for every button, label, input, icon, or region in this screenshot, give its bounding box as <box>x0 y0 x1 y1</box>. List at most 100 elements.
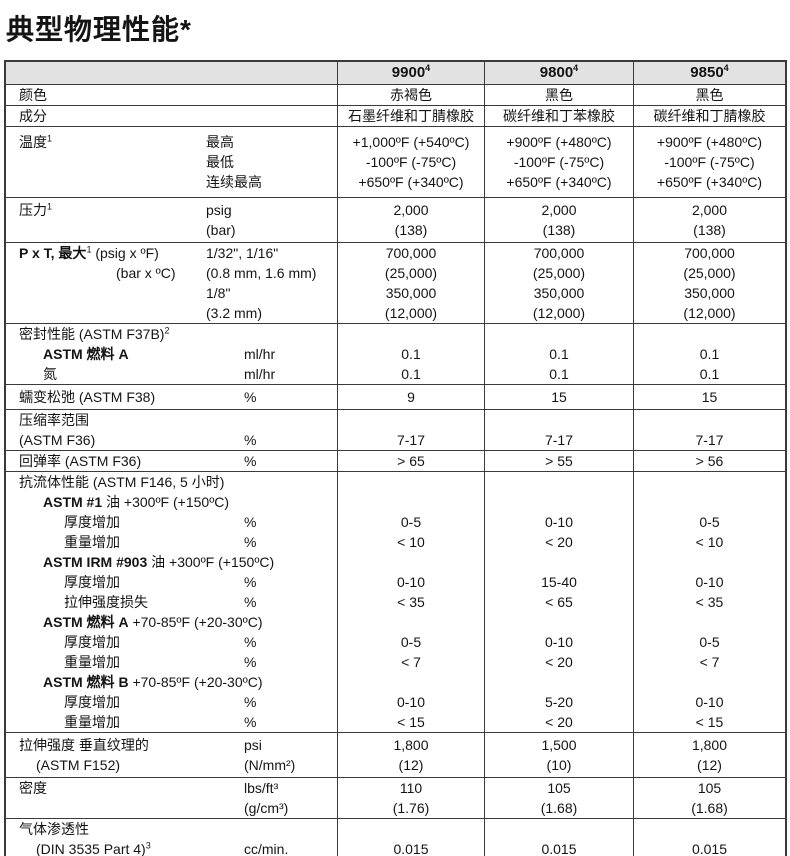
value-cell: 1,500 (10) <box>484 733 633 777</box>
value-line: 2,000 <box>541 202 577 218</box>
label-text: 抗流体性能 (ASTM F146, 5 小时) <box>19 474 225 490</box>
label-text: 厚度增加 <box>64 514 120 530</box>
label-text: +70-85ºF (+20-30ºC) <box>128 614 263 630</box>
label-text: (bar x ºC) <box>116 265 176 281</box>
label-cell: 回弹率 (ASTM F36)% <box>6 451 337 471</box>
table-row-group: 蠕变松弛 (ASTM F38)% 9 15 15 <box>6 384 785 409</box>
value-line: 7-17 <box>695 432 724 448</box>
label-line: 1/8" <box>6 283 337 303</box>
value-line: 0.015 <box>691 841 728 856</box>
value-line: 2,000 <box>393 202 429 218</box>
value-line: 0.1 <box>401 346 421 362</box>
unit-label: % <box>244 714 257 730</box>
label-cell: 拉伸强度 垂直纹理的 psi (ASTM F152) (N/mm²) <box>6 733 337 777</box>
value-cell: 15 <box>633 385 785 409</box>
table-row-group: 气体渗透性 (DIN 3535 Part 4)3 cc/min. 0.015 0.015… <box>6 818 785 856</box>
value-line: +900ºF (+480ºC) <box>506 134 612 150</box>
value-line: 105 <box>547 780 571 796</box>
value-cell: +900ºF (+480ºC) -100ºF (-75ºC) +650ºF (+34… <box>484 127 633 197</box>
value-line: (138) <box>394 222 428 238</box>
label-cell: 蠕变松弛 (ASTM F38)% <box>6 385 337 409</box>
unit-label: % <box>244 634 257 650</box>
label-cell: 气体渗透性 (DIN 3535 Part 4)3 cc/min. <box>6 819 337 856</box>
label-line: 密度 lbs/ft³ <box>6 778 337 798</box>
label-cell: 压力1 psig (bar) <box>6 198 337 242</box>
label-line: 密封性能 (ASTM F37B)2 <box>6 324 337 344</box>
value-line: 0.1 <box>549 366 569 382</box>
table-row-group: 颜色 赤褐色 黑色 黑色 <box>6 84 785 105</box>
value-line: (1.76) <box>392 800 430 816</box>
unit-label: % <box>244 654 257 670</box>
value-line: 1,500 <box>541 737 577 753</box>
value-line: (25,000) <box>532 265 586 281</box>
value-line <box>634 472 785 492</box>
label-text-bold: ASTM 燃料 B <box>43 674 129 690</box>
value-line <box>338 612 484 632</box>
value-line: < 65 <box>545 594 573 610</box>
value-cell: +900ºF (+480ºC) -100ºF (-75ºC) +650ºF (+34… <box>633 127 785 197</box>
value-line: 350,000 <box>533 285 585 301</box>
value-line <box>485 472 633 492</box>
value-cell: 0.015 <box>633 819 785 856</box>
value-line <box>485 552 633 572</box>
value-line <box>485 672 633 692</box>
value-line: < 15 <box>397 714 425 730</box>
unit-label: % <box>244 594 257 610</box>
label-line: P x T, 最大1 (psig x ºF) 1/32", 1/16" <box>6 243 337 263</box>
value-cell: +1,000ºF (+540ºC) -100ºF (-75ºC) +650ºF (+… <box>337 127 484 197</box>
value-line <box>338 672 484 692</box>
value-line: 15 <box>701 389 718 405</box>
superscript: 3 <box>145 840 151 851</box>
superscript: 1 <box>86 244 92 255</box>
value-line: -100ºF (-75ºC) <box>513 154 605 170</box>
value-line: +1,000ºF (+540ºC) <box>352 134 470 150</box>
value-line: 0.015 <box>541 841 577 856</box>
value-cell: 石墨纤维和丁腈橡胶 <box>337 106 484 126</box>
value-cell: 0.1 0.1 <box>484 324 633 384</box>
superscript: 1 <box>47 133 53 144</box>
label-text: 压力 <box>19 202 47 218</box>
value-cell: 105 (1.68) <box>633 778 785 818</box>
value-line: 7-17 <box>396 432 426 448</box>
value-line: < 10 <box>397 534 425 550</box>
label-text-bold: ASTM #1 <box>43 494 103 510</box>
value-line <box>485 492 633 512</box>
unit-label: % <box>244 574 257 590</box>
label-line: 厚度增加% <box>6 632 337 652</box>
label-cell: 颜色 <box>6 85 337 105</box>
value-line: +650ºF (+340ºC) <box>358 174 464 190</box>
value-line: 350,000 <box>684 285 735 301</box>
unit-label: 1/8" <box>206 285 231 301</box>
value-cell: 2,000 (138) <box>633 198 785 242</box>
value-line: +900ºF (+480ºC) <box>656 134 763 150</box>
value-cell: 碳纤维和丁腈橡胶 <box>633 106 785 126</box>
value-line: 碳纤维和丁腈橡胶 <box>653 108 766 124</box>
value-line <box>485 324 633 344</box>
value-line: (1.68) <box>691 800 728 816</box>
label-text: 颜色 <box>19 87 47 103</box>
value-cell: 赤褐色 <box>337 85 484 105</box>
label-cell: 温度1 最高 最低 连续最高 <box>6 127 337 197</box>
label-text-bold: P x T, 最大 <box>19 245 87 261</box>
label-line: 厚度增加% <box>6 572 337 592</box>
value-line: -100ºF (-75ºC) <box>365 154 457 170</box>
value-line: 黑色 <box>545 87 573 103</box>
label-text: 厚度增加 <box>64 634 120 650</box>
value-line: 105 <box>697 780 722 796</box>
label-text: 密封性能 (ASTM F37B) <box>19 326 165 342</box>
value-line <box>485 612 633 632</box>
label-line: ASTM 燃料 A +70-85ºF (+20-30ºC) <box>6 612 337 632</box>
label-line: (DIN 3535 Part 4)3 cc/min. <box>6 839 337 856</box>
value-line: (138) <box>693 222 726 238</box>
value-line <box>634 612 785 632</box>
value-cell: 2,000 (138) <box>337 198 484 242</box>
unit-label: (bar) <box>206 222 236 238</box>
table-row-group: 拉伸强度 垂直纹理的 psi (ASTM F152) (N/mm²) 1,800 (12)… <box>6 732 785 777</box>
table-row-group: 回弹率 (ASTM F36)% > 65 > 55 > 56 <box>6 450 785 471</box>
column-header-label: 9900 <box>391 64 426 81</box>
value-line: 0-5 <box>699 514 720 530</box>
value-line: 0-10 <box>396 574 426 590</box>
label-text: (psig x ºF) <box>91 245 159 261</box>
value-cell: 7-17 <box>484 410 633 450</box>
value-cell: 0.1 0.1 <box>633 324 785 384</box>
